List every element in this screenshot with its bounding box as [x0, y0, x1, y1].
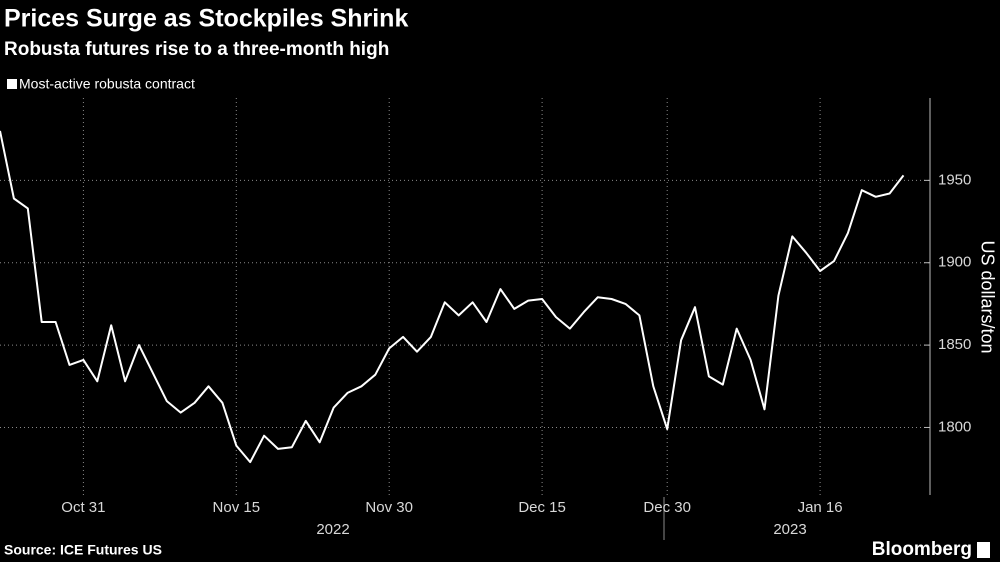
- line-series: [0, 130, 905, 464]
- legend-label: Most-active robusta contract: [19, 76, 195, 92]
- y-tick-label: 1900: [938, 254, 971, 271]
- legend-swatch: [7, 79, 17, 89]
- y-axis-label: US dollars/ton: [977, 240, 997, 353]
- brand-mark: [977, 542, 990, 558]
- year-label: 2023: [773, 521, 806, 538]
- y-tick-label: 1950: [938, 171, 971, 188]
- year-label: 2022: [316, 521, 349, 538]
- y-tick-label: 1800: [938, 418, 971, 435]
- source: Source: ICE Futures US: [4, 542, 162, 558]
- x-tick-label: Oct 31: [61, 499, 105, 516]
- brand: Bloomberg: [872, 539, 972, 560]
- x-tick-label: Dec 30: [643, 499, 691, 516]
- y-tick-label: 1850: [938, 336, 971, 353]
- x-tick-label: Jan 16: [798, 499, 843, 516]
- chart-subtitle: Robusta futures rise to a three-month hi…: [4, 39, 389, 60]
- x-tick-label: Dec 15: [518, 499, 566, 516]
- x-tick-label: Nov 30: [365, 499, 413, 516]
- x-tick-label: Nov 15: [213, 499, 261, 516]
- chart-title: Prices Surge as Stockpiles Shrink: [4, 5, 408, 33]
